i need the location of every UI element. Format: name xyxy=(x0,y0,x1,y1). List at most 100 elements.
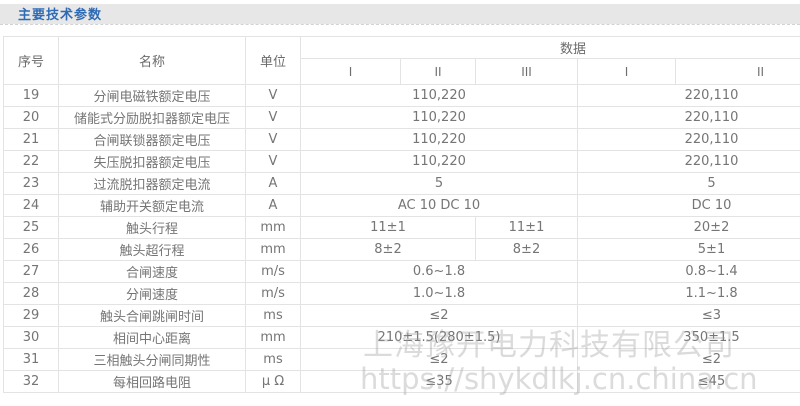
serial-cell: 21 xyxy=(3,128,59,151)
name-cell: 每相回路电阻 xyxy=(58,370,246,393)
name-cell: 过流脱扣器额定电流 xyxy=(58,172,246,195)
serial-cell: 29 xyxy=(3,304,59,327)
serial-cell: 19 xyxy=(3,84,59,107)
unit-cell: m/s xyxy=(245,282,301,305)
name-cell: 触头合闸跳闸时间 xyxy=(58,304,246,327)
unit-cell: m/s xyxy=(245,260,301,283)
data-cell: ≤2 xyxy=(300,304,578,327)
data-cell: 5±1 xyxy=(577,238,800,261)
data-cell: 11±1 xyxy=(300,216,476,239)
unit-cell: V xyxy=(245,150,301,173)
table-row: 29 触头合闸跳闸时间 ms ≤2 ≤3 xyxy=(3,304,800,327)
name-cell: 合闸联锁器额定电压 xyxy=(58,128,246,151)
data-cell: 350±1.5 xyxy=(577,326,800,349)
table-row: 21 合闸联锁器额定电压 V 110,220 220,110 xyxy=(3,128,800,151)
name-cell: 储能式分励脱扣器额定电压 xyxy=(58,106,246,129)
data-cell: 8±2 xyxy=(475,238,578,261)
header-row-2: I II III I II xyxy=(4,58,800,85)
section-title-bar: 主要技术参数 xyxy=(0,4,800,24)
data-cell: 220,110 xyxy=(577,128,800,151)
subcol-header-2: II xyxy=(400,58,476,85)
data-cell: 110,220 xyxy=(300,128,578,151)
data-cell: 5 xyxy=(300,172,578,195)
table-body: 19 分闸电磁铁额定电压 V 110,220 220,110 20 储能式分励脱扣器额定电压… xyxy=(3,84,800,393)
data-cell: 110,220 xyxy=(300,84,578,107)
unit-cell: mm xyxy=(245,238,301,261)
data-cell: 0.8~1.4 xyxy=(577,260,800,283)
data-cell: 220,110 xyxy=(577,106,800,129)
spec-table: 序号 名称 单位 数据 I II III I II 19 分闸电磁铁额定电压 V 11… xyxy=(3,36,800,393)
name-cell: 相间中心距离 xyxy=(58,326,246,349)
data-cell: 8±2 xyxy=(300,238,476,261)
unit-cell: V xyxy=(245,106,301,129)
data-cell: 220,110 xyxy=(577,150,800,173)
serial-cell: 26 xyxy=(3,238,59,261)
unit-cell: mm xyxy=(245,216,301,239)
table-row: 25 触头行程 mm 11±1 11±1 20±2 xyxy=(3,216,800,239)
col-header-data-group: 数据 xyxy=(300,36,800,59)
spec-table-wrap: 序号 名称 单位 数据 I II III I II 19 分闸电磁铁额定电压 V 11… xyxy=(3,36,800,402)
name-cell: 失压脱扣器额定电压 xyxy=(58,150,246,173)
serial-cell: 32 xyxy=(3,370,59,393)
section-title: 主要技术参数 xyxy=(18,8,103,23)
subcol-header-3: III xyxy=(475,58,578,85)
serial-cell: 31 xyxy=(3,348,59,371)
table-row: 31 三相触头分闸同期性 ms ≤2 ≤2 xyxy=(3,348,800,371)
serial-cell: 22 xyxy=(3,150,59,173)
table-row: 22 失压脱扣器额定电压 V 110,220 220,110 xyxy=(3,150,800,173)
name-cell: 触头超行程 xyxy=(58,238,246,261)
name-cell: 三相触头分闸同期性 xyxy=(58,348,246,371)
subcol-header-1: I xyxy=(300,58,401,85)
table-row: 19 分闸电磁铁额定电压 V 110,220 220,110 xyxy=(3,84,800,107)
table-row: 24 辅助开关额定电流 A AC 10 DC 10 DC 10 xyxy=(3,194,800,217)
serial-cell: 25 xyxy=(3,216,59,239)
name-cell: 分闸速度 xyxy=(58,282,246,305)
table-row: 20 储能式分励脱扣器额定电压 V 110,220 220,110 xyxy=(3,106,800,129)
unit-cell: μ Ω xyxy=(245,370,301,393)
col-header-unit: 单位 xyxy=(245,36,301,85)
table-header: 序号 名称 单位 数据 I II III I II xyxy=(3,36,800,85)
serial-cell: 27 xyxy=(3,260,59,283)
data-cell: ≤3 xyxy=(577,304,800,327)
table-row: 28 分闸速度 m/s 1.0~1.8 1.1~1.8 xyxy=(3,282,800,305)
data-cell: 110,220 xyxy=(300,106,578,129)
name-cell: 触头行程 xyxy=(58,216,246,239)
data-cell: ≤35 xyxy=(300,370,578,393)
col-header-name: 名称 xyxy=(58,36,246,85)
serial-cell: 30 xyxy=(3,326,59,349)
unit-cell: V xyxy=(245,84,301,107)
unit-cell: A xyxy=(245,194,301,217)
data-cell: 1.0~1.8 xyxy=(300,282,578,305)
data-cell: ≤2 xyxy=(577,348,800,371)
data-cell: 5 xyxy=(577,172,800,195)
unit-cell: A xyxy=(245,172,301,195)
serial-cell: 28 xyxy=(3,282,59,305)
unit-cell: ms xyxy=(245,304,301,327)
data-cell: ≤45 xyxy=(577,370,800,393)
col-header-serial: 序号 xyxy=(3,36,59,85)
data-cell: 1.1~1.8 xyxy=(577,282,800,305)
data-cell: 110,220 xyxy=(300,150,578,173)
serial-cell: 20 xyxy=(3,106,59,129)
data-cell: DC 10 xyxy=(577,194,800,217)
data-cell: ≤2 xyxy=(300,348,578,371)
data-cell: 0.6~1.8 xyxy=(300,260,578,283)
subcol-header-4: I xyxy=(577,58,676,85)
dashed-separator xyxy=(0,24,800,25)
table-row: 26 触头超行程 mm 8±2 8±2 5±1 xyxy=(3,238,800,261)
unit-cell: V xyxy=(245,128,301,151)
unit-cell: mm xyxy=(245,326,301,349)
data-cell: 11±1 xyxy=(475,216,578,239)
unit-cell: ms xyxy=(245,348,301,371)
name-cell: 合闸速度 xyxy=(58,260,246,283)
table-row: 23 过流脱扣器额定电流 A 5 5 xyxy=(3,172,800,195)
name-cell: 辅助开关额定电流 xyxy=(58,194,246,217)
serial-cell: 24 xyxy=(3,194,59,217)
data-cell: 20±2 xyxy=(577,216,800,239)
serial-cell: 23 xyxy=(3,172,59,195)
name-cell: 分闸电磁铁额定电压 xyxy=(58,84,246,107)
data-cell: 210±1.5(280±1.5) xyxy=(300,326,578,349)
data-cell: 220,110 xyxy=(577,84,800,107)
header-row-1: 序号 名称 单位 数据 xyxy=(3,36,800,85)
